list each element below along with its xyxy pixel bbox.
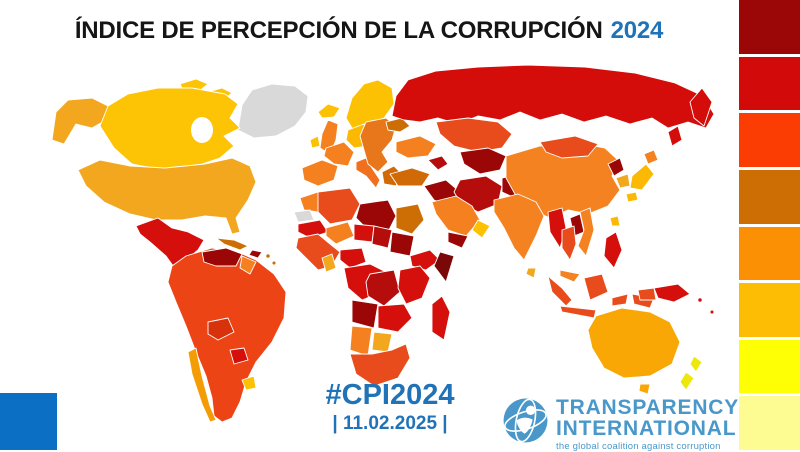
region-fiji — [709, 309, 715, 315]
transparency-international-logo: TRANSPARENCY INTERNATIONAL the global co… — [502, 397, 739, 452]
region-japan — [625, 163, 655, 203]
hudson-bay — [191, 117, 213, 143]
legend-band — [739, 283, 800, 337]
region-east-africa — [397, 265, 431, 305]
region-hokkaido — [643, 149, 659, 165]
corner-accent-square — [0, 393, 57, 450]
region-sudan — [389, 231, 415, 257]
region-philippines — [603, 231, 623, 269]
slide-title: ÍNDICE DE PERCEPCIÓN DE LA CORRUPCIÓN 202… — [0, 17, 738, 45]
logo-line2: INTERNATIONAL — [556, 417, 737, 441]
region-namibia — [349, 325, 373, 357]
globe-icon — [503, 398, 548, 443]
region-taiwan — [609, 215, 621, 227]
legend-band — [739, 169, 800, 224]
region-niger — [353, 223, 375, 243]
region-france — [323, 141, 355, 167]
region-somalia — [433, 251, 455, 283]
region-drc — [365, 269, 401, 307]
region-sri-lanka — [525, 267, 537, 279]
region-yemen — [447, 231, 469, 249]
legend-band — [739, 56, 800, 111]
region-guyana — [239, 255, 257, 275]
region-australia — [587, 307, 681, 379]
legend-band — [739, 226, 800, 281]
title-year: 2024 — [610, 17, 664, 44]
region-iberia — [301, 159, 339, 187]
legend-band — [739, 396, 800, 450]
region-central-asia — [459, 147, 507, 175]
region-papua-new-guinea — [653, 283, 691, 303]
region-angola — [351, 299, 379, 329]
region-madagascar — [431, 295, 451, 341]
publication-date: | 11.02.2025 | — [332, 413, 448, 435]
region-malaysia — [559, 269, 581, 283]
region-north-korea — [607, 157, 625, 177]
region-kazakhstan — [435, 117, 513, 153]
region-mongolia — [539, 135, 599, 159]
region-botswana — [371, 331, 393, 353]
region-solomon-islands — [697, 297, 703, 303]
region-indonesia-papua — [637, 287, 657, 301]
region-ireland — [309, 135, 321, 149]
region-ghana — [321, 253, 337, 273]
region-chile — [187, 347, 217, 423]
logo-text: TRANSPARENCY INTERNATIONAL the global co… — [556, 397, 739, 452]
region-mali — [325, 221, 355, 245]
logo-tagline: the global coalition against corruption — [556, 440, 721, 452]
region-usa — [77, 157, 257, 235]
region-greenland — [237, 83, 309, 139]
region-uruguay — [241, 375, 257, 391]
region-paraguay — [229, 347, 249, 365]
title-text: ÍNDICE DE PERCEPCIÓN DE LA CORRUPCIÓN — [74, 17, 603, 44]
region-russia — [391, 64, 715, 129]
region-caribbean-island — [265, 253, 271, 259]
logo-line1: TRANSPARENCY — [556, 396, 740, 419]
region-nigeria — [339, 247, 367, 269]
region-ethiopia — [409, 249, 441, 271]
region-new-zealand — [679, 355, 703, 391]
legend-band — [739, 339, 800, 394]
region-indonesia — [547, 273, 655, 319]
region-cuba — [215, 237, 249, 251]
region-egypt — [395, 203, 425, 235]
region-india — [493, 193, 545, 261]
region-canada — [99, 87, 241, 171]
hashtag: #CPI2024 — [325, 379, 455, 411]
region-bolivia — [207, 317, 235, 341]
legend-scale — [739, 0, 800, 450]
world-map — [51, 64, 715, 423]
region-ukraine — [395, 135, 437, 159]
region-western-sahara — [293, 209, 315, 223]
region-caribbean-island — [271, 260, 277, 266]
region-alaska — [51, 97, 109, 145]
footer-center: #CPI2024 | 11.02.2025 | — [326, 380, 455, 435]
region-zambezi-belt — [377, 303, 413, 333]
region-tasmania — [638, 383, 651, 395]
region-algeria — [317, 187, 361, 225]
legend-band — [739, 0, 800, 54]
region-vietnam — [577, 207, 595, 257]
region-russia-east — [667, 87, 713, 147]
region-turkey — [389, 167, 431, 187]
region-iceland — [317, 103, 341, 119]
region-thailand — [561, 225, 577, 261]
legend-band — [739, 113, 800, 167]
region-south-africa — [349, 343, 411, 387]
region-chad — [371, 225, 393, 249]
region-venezuela — [201, 247, 243, 267]
region-oman-uae — [471, 219, 491, 239]
region-hispaniola — [248, 249, 263, 259]
region-caucasus — [427, 155, 449, 171]
